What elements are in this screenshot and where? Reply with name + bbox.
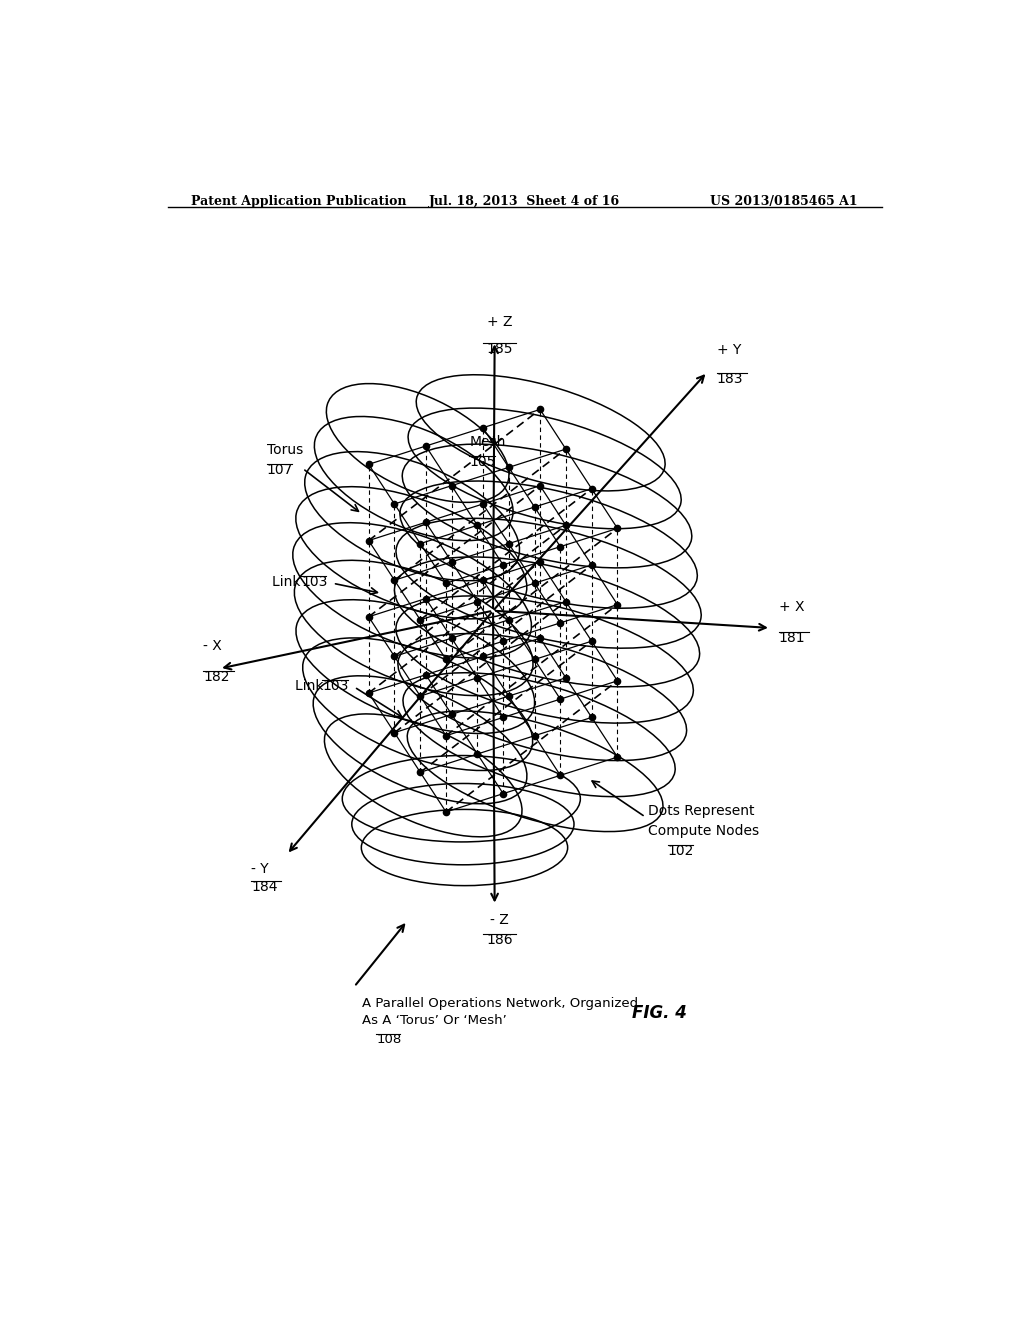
Text: 184: 184 <box>251 880 278 894</box>
Text: Link: Link <box>295 678 328 693</box>
Text: 185: 185 <box>486 342 513 356</box>
Text: US 2013/0185465 A1: US 2013/0185465 A1 <box>711 195 858 209</box>
Text: Jul. 18, 2013  Sheet 4 of 16: Jul. 18, 2013 Sheet 4 of 16 <box>429 195 621 209</box>
Text: - X: - X <box>204 639 222 653</box>
Text: - Y: - Y <box>251 862 268 875</box>
Text: Patent Application Publication: Patent Application Publication <box>191 195 407 209</box>
Text: 105: 105 <box>469 455 496 469</box>
Text: + Y: + Y <box>717 343 741 356</box>
Text: As A ‘Torus’ Or ‘Mesh’: As A ‘Torus’ Or ‘Mesh’ <box>362 1014 507 1027</box>
Text: Dots Represent: Dots Represent <box>648 804 755 818</box>
Text: 103: 103 <box>301 576 328 589</box>
Text: A Parallel Operations Network, Organized: A Parallel Operations Network, Organized <box>362 997 638 1010</box>
Text: 107: 107 <box>267 463 293 478</box>
Text: + Z: + Z <box>486 315 512 329</box>
Text: Compute Nodes: Compute Nodes <box>648 824 759 838</box>
Text: 186: 186 <box>486 933 513 946</box>
Text: + X: + X <box>778 599 804 614</box>
Text: 182: 182 <box>204 669 230 684</box>
Text: 102: 102 <box>668 845 694 858</box>
Text: FIG. 4: FIG. 4 <box>632 1005 687 1022</box>
Text: 108: 108 <box>377 1032 401 1045</box>
Text: 183: 183 <box>717 372 743 385</box>
Text: - Z: - Z <box>490 912 509 927</box>
Text: Link: Link <box>272 576 305 589</box>
Text: Torus: Torus <box>267 444 303 457</box>
Text: Mesh: Mesh <box>469 434 506 449</box>
Text: 181: 181 <box>778 631 806 645</box>
Text: 103: 103 <box>323 678 349 693</box>
